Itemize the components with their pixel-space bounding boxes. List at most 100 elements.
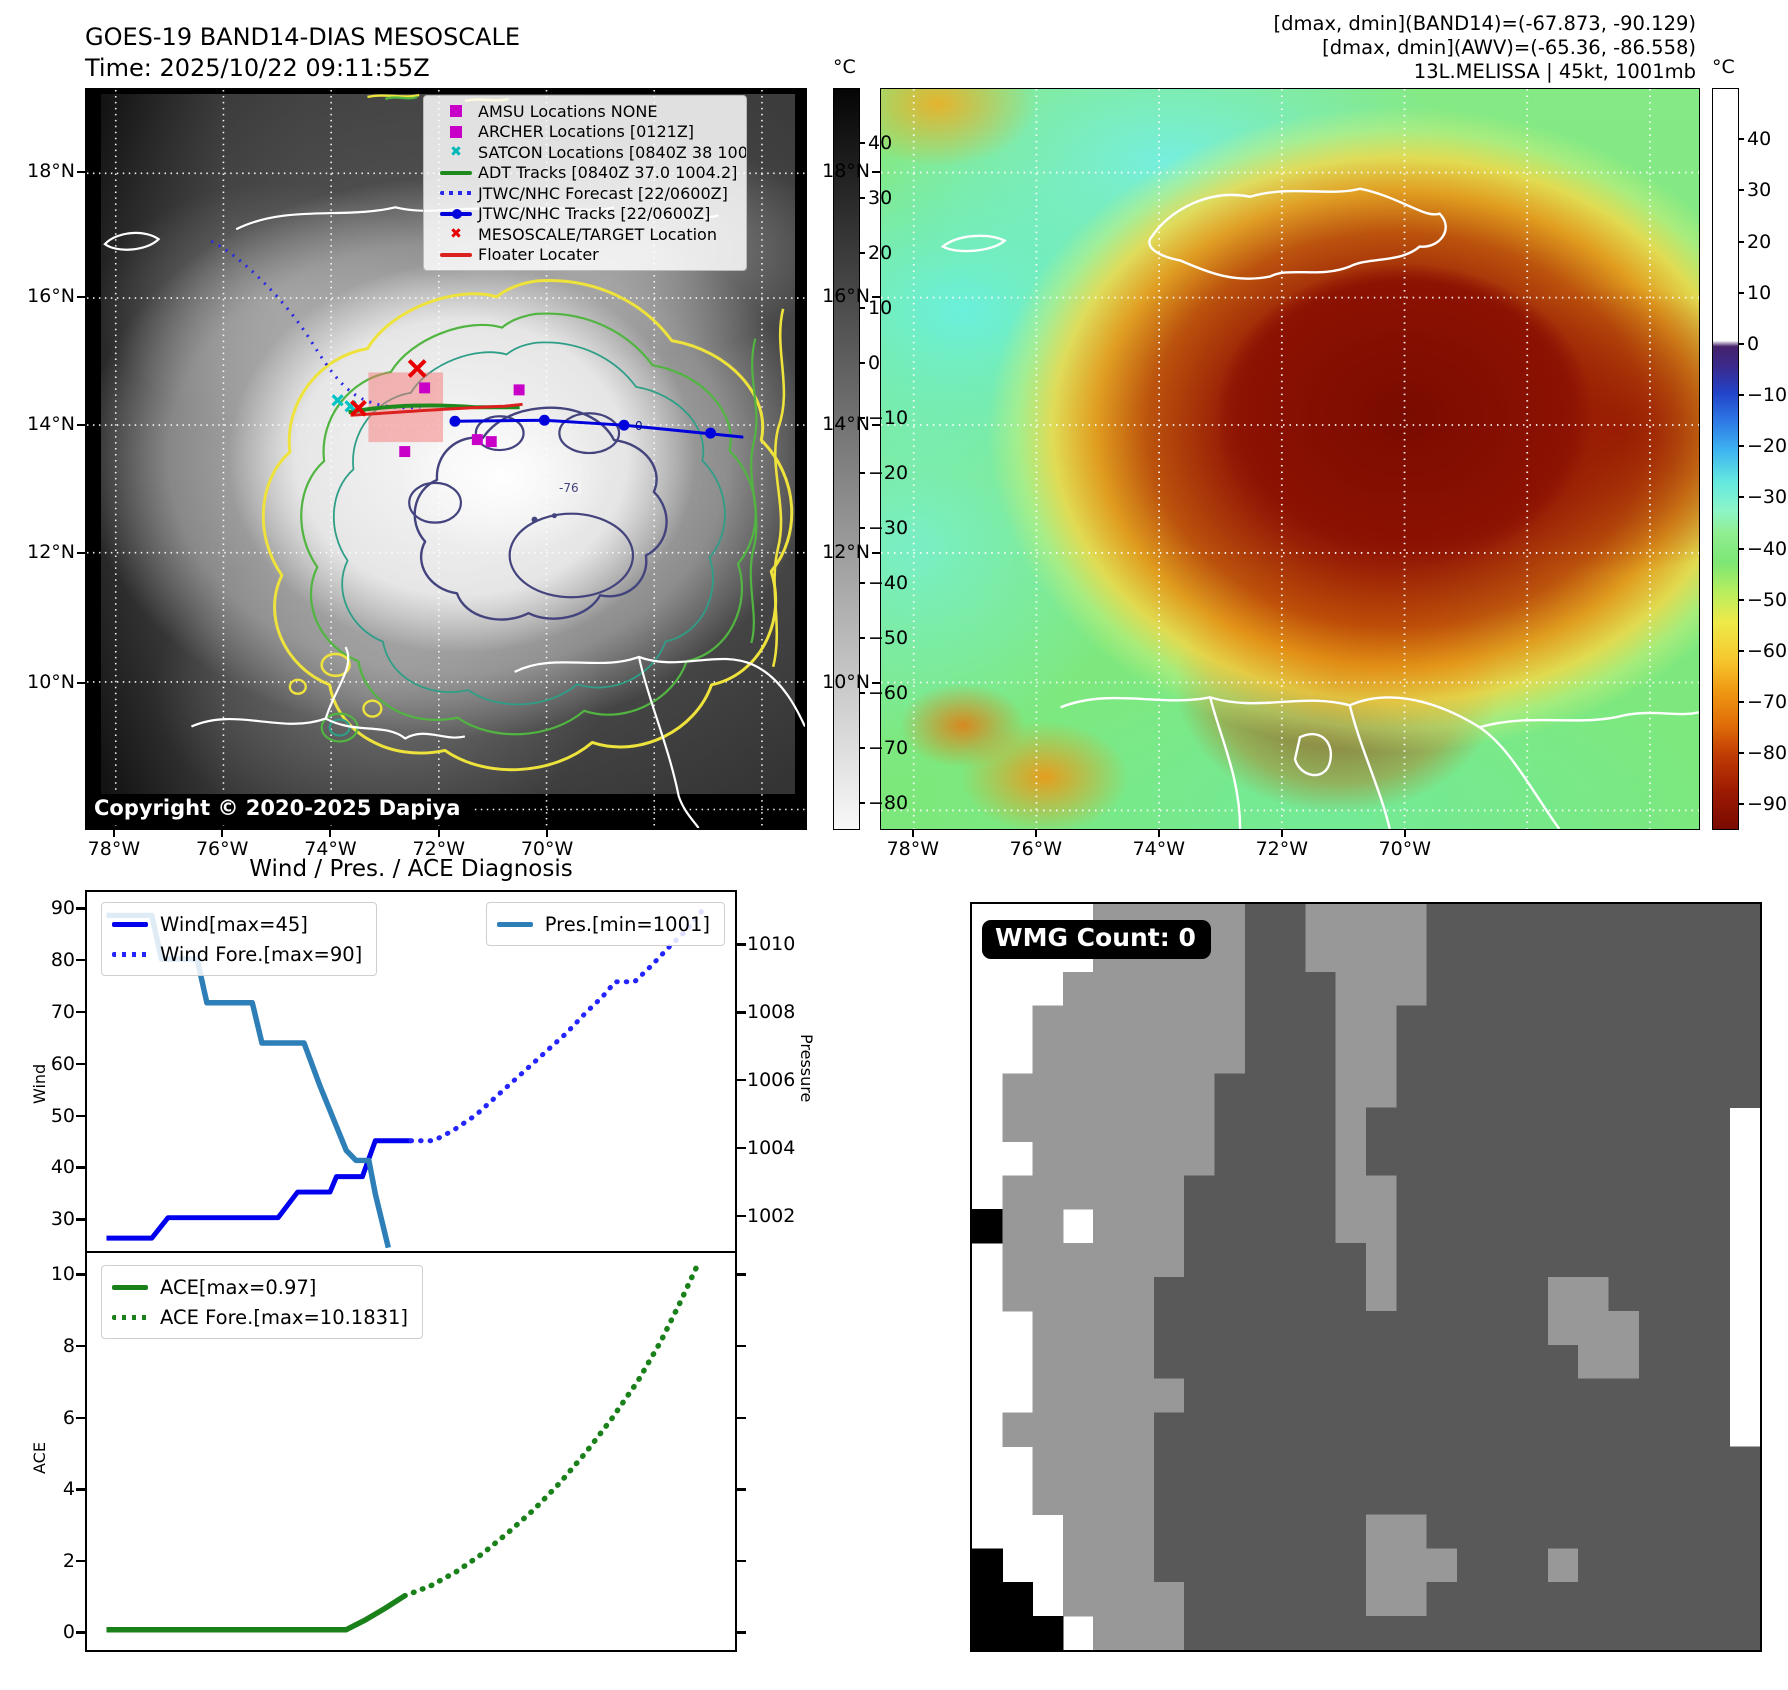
wmg-pixel [1335, 1107, 1367, 1142]
wmg-pixel [1062, 1175, 1094, 1210]
wind-tick-label: 90 [50, 897, 75, 920]
wmg-pixel [1608, 1107, 1640, 1142]
dmax-dmin-band14: [dmax, dmin](BAND14)=(-67.873, -90.129) [1273, 12, 1696, 35]
lat-tick-mark [872, 682, 880, 685]
wmg-pixel [1426, 971, 1458, 1007]
ace-right-tick-mark [737, 1416, 746, 1419]
wmg-pixel [1093, 971, 1124, 1007]
wmg-pixel [1426, 1582, 1458, 1617]
lat-tick-label: 12°N [822, 541, 870, 564]
wmg-pixel [1093, 1582, 1124, 1617]
wmg-pixel [1396, 1107, 1428, 1142]
wmg-pixel [1275, 937, 1306, 973]
contour-navy-inner-ring [508, 512, 635, 599]
coast-jamaica [940, 234, 1007, 253]
wmg-pixel [1123, 971, 1155, 1007]
colorbar-tick-label: 0 [868, 351, 881, 374]
colorbar-tick-label: −40 [1747, 537, 1788, 560]
wmg-pixel [1335, 1344, 1367, 1380]
lat-tick-label: 18°N [27, 159, 75, 182]
wind-tick-mark [76, 907, 85, 910]
wmg-pixel [1426, 1039, 1458, 1074]
wmg-pixel [1244, 1039, 1276, 1074]
legend-item: Wind[max=45] [112, 909, 362, 939]
legend-item-label: Wind Fore.[max=90] [160, 942, 363, 966]
wmg-pixel [1032, 1616, 1064, 1650]
wmg-pixel [1305, 1616, 1337, 1650]
wmg-pixel [1366, 971, 1397, 1007]
wmg-pixel [1396, 1310, 1428, 1346]
wmg-pixel [1305, 1344, 1337, 1380]
timestamp: Time: 2025/10/22 09:11:55Z [85, 54, 430, 82]
wmg-pixel [1335, 1209, 1367, 1244]
wmg-pixel [1214, 1175, 1246, 1210]
wmg-pixel [1184, 1175, 1215, 1210]
wmg-pixel [1335, 1243, 1367, 1278]
wmg-pixel [1487, 1243, 1518, 1278]
coast-south-america [1060, 696, 1699, 829]
wmg-pixel [1032, 1039, 1064, 1074]
wmg-pixel [1669, 1175, 1700, 1210]
wmg-pixel [1123, 1209, 1155, 1244]
wmg-pixel [1578, 1277, 1609, 1312]
wmg-pixel [1244, 1378, 1276, 1414]
wmg-pixel [1093, 1378, 1124, 1414]
wmg-pixel [1608, 1141, 1640, 1176]
lat-tick-label: 14°N [27, 412, 75, 435]
wmg-pixel [1214, 1412, 1246, 1447]
wmg-pixel [1214, 1209, 1246, 1244]
wmg-pixel [1062, 1480, 1094, 1515]
wmg-pixel [1638, 937, 1670, 973]
wmg-pixel [1699, 1378, 1731, 1414]
wmg-pixel [1729, 1073, 1760, 1108]
wmg-pixel [1517, 1514, 1549, 1549]
coast-jamaica [103, 231, 161, 251]
wmg-pixel [1214, 1616, 1246, 1650]
wmg-pixel [1305, 1446, 1337, 1481]
wmg-pixel [1093, 1616, 1124, 1650]
wmg-pixel [1456, 1514, 1488, 1549]
jtwc-track-line [454, 418, 744, 439]
wind-tick-mark [76, 1062, 85, 1066]
wmg-pixel [1366, 1039, 1397, 1074]
wmg-pixel [1699, 1141, 1731, 1176]
wmg-pixel [1699, 1582, 1731, 1617]
wmg-pixel [1396, 937, 1428, 973]
legend-item-label: MESOSCALE/TARGET Location [478, 224, 717, 244]
wmg-pixel [1335, 1310, 1367, 1346]
wmg-pixel [1456, 1039, 1488, 1074]
colorbar-tick-label: −90 [1747, 793, 1788, 816]
legend-item: ACE Fore.[max=10.1831] [112, 1302, 408, 1332]
legend-item-label: SATCON Locations [0840Z 38 1002] [478, 142, 747, 162]
wmg-pixel [1123, 1073, 1155, 1108]
wmg-pixel [1244, 1616, 1276, 1650]
pressure-legend: Pres.[min=1001] [485, 902, 725, 946]
colorbar-tick-label: 20 [868, 241, 893, 264]
coast-south-america [514, 655, 805, 828]
colorbar-tick-mark [1739, 649, 1744, 652]
lon-tick-label: 78°W [87, 838, 141, 860]
wmg-pixel [1366, 1344, 1397, 1380]
wmg-pixel [1093, 1277, 1124, 1312]
wmg-pixel [1547, 1378, 1579, 1414]
wmg-pixel [1578, 937, 1609, 973]
colorbar-tick-mark [860, 801, 865, 804]
wmg-pixel [1214, 1548, 1246, 1583]
colorbar-tick-mark [1739, 803, 1744, 806]
wind-tick-label: 70 [50, 1000, 75, 1023]
wmg-pixel [1456, 1005, 1488, 1041]
wmg-pixel [1426, 1378, 1458, 1414]
wmg-pixel [1214, 904, 1246, 939]
ace-right-tick-mark [737, 1631, 746, 1634]
wmg-pixel [1002, 1412, 1034, 1447]
wmg-pixel [1305, 971, 1337, 1007]
wmg-pixel [1456, 1073, 1488, 1108]
lon-tick-mark [437, 830, 440, 837]
wmg-pixel [1366, 1005, 1397, 1041]
ace-tick-label: 2 [62, 1549, 75, 1572]
wmg-pixel [1426, 1548, 1458, 1583]
wmg-pixel [1547, 1243, 1579, 1278]
wmg-pixel [1487, 1209, 1518, 1244]
wmg-pixel [1608, 1412, 1640, 1447]
wmg-pixel [1093, 1310, 1124, 1346]
